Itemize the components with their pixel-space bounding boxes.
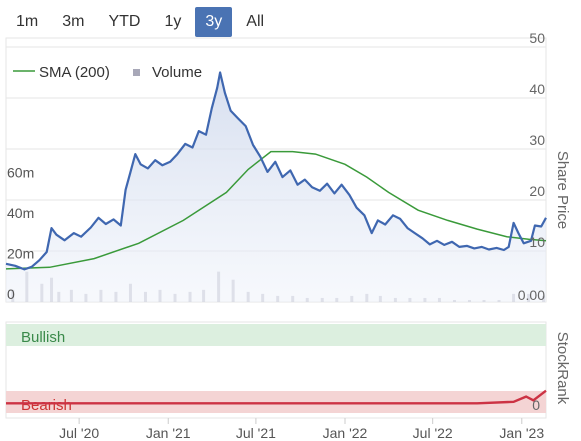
date-tick-label: Jan '23 [499,425,544,441]
price-axis-ticks: 10 20 30 40 50 [529,30,545,250]
volume-bar [320,297,324,302]
volume-bar [423,297,427,302]
share-price-axis-title: Share Price [554,151,571,229]
volume-bar [188,291,192,302]
volume-bar [378,295,382,302]
volume-bar [305,297,309,302]
volume-bar [335,297,339,302]
legend-volume-swatch [133,69,140,76]
volume-bar [202,289,206,302]
chart-legend: SMA (200) Volume [13,64,202,81]
volume-bar [350,295,354,302]
volume-bar [276,295,280,302]
price-tick-label: 40 [529,81,545,97]
share-price-line [5,71,547,271]
volume-bar [143,291,147,302]
volume-bar [408,297,412,302]
price-area-fill [6,72,546,302]
range-button-ytd[interactable]: YTD [98,7,150,37]
price-panel: 10 20 30 40 50 0 20m 40m 60m 0.00 Share Price S… [5,30,571,303]
volume-bar [128,283,132,302]
date-tick-label: Jul '22 [413,425,453,441]
volume-bar [217,271,221,302]
stockrank-panel: Bullish Bearish 0 StockRank [5,321,571,419]
volume-bar [497,299,501,302]
price-tick-label: 30 [529,132,545,148]
volume-bar [467,299,471,302]
volume-bar [69,289,73,302]
volume-bar [452,299,456,302]
volume-tick-label: 20m [7,246,34,262]
volume-bar [261,293,265,302]
stockrank-line [6,389,547,405]
volume-bar [40,283,44,302]
price-tick-label: 10 [529,234,545,250]
volume-bar [291,295,295,302]
volume-bar [246,291,250,302]
volume-bar [512,293,516,302]
bullish-band [6,324,546,346]
volume-bars [11,271,546,302]
legend-sma-label: SMA (200) [39,64,110,81]
range-button-1y[interactable]: 1y [154,7,191,37]
volume-bar [25,271,29,302]
date-tick-label: Jan '21 [146,425,191,441]
price-tick-label: 50 [529,30,545,46]
bullish-band-label: Bullish [21,329,65,346]
price-tick-label: 20 [529,183,545,199]
volume-tick-label: 60m [7,165,34,181]
bearish-band-label: Bearish [21,397,72,414]
volume-bar [231,279,235,302]
date-tick-label: Jul '20 [59,425,99,441]
volume-bar [158,289,162,302]
stockrank-panel-frame [5,321,547,419]
legend-volume-label: Volume [152,64,202,81]
stockrank-tick-0: 0 [532,397,540,413]
volume-bar [393,297,397,302]
sma-200-line [5,150,547,270]
range-button-1m[interactable]: 1m [6,7,48,37]
volume-bar [99,289,103,302]
date-tick-label: Jan '22 [323,425,368,441]
volume-tick-label: 40m [7,205,34,221]
date-axis: Jul '20 Jan '21 Jul '21 Jan '22 Jul '22 Jan '… [59,418,544,441]
volume-bar [114,291,118,302]
volume-bar [173,293,177,302]
date-tick-label: Jul '21 [236,425,276,441]
volume-tick-label: 0 [7,286,15,302]
bearish-band [6,391,546,413]
volume-bar [482,299,486,302]
volume-bar [11,289,15,302]
price-panel-frame [5,37,547,303]
volume-bar [527,293,531,302]
volume-bar [84,293,88,302]
volume-axis-ticks: 0 20m 40m 60m [7,165,34,303]
range-button-3y[interactable]: 3y [195,7,233,37]
price-gridlines [6,46,546,252]
stockrank-axis-title: StockRank [554,332,571,405]
range-button-all[interactable]: All [236,7,274,37]
volume-bar [50,277,54,302]
volume-bar [437,297,441,302]
last-value-label: 0.00 [518,287,545,303]
range-button-3m[interactable]: 3m [52,7,94,37]
volume-bar [365,293,369,302]
volume-bar [542,295,546,302]
range-selector: 1m 3m YTD 1y 3y All [6,7,278,39]
volume-bar [57,291,61,302]
